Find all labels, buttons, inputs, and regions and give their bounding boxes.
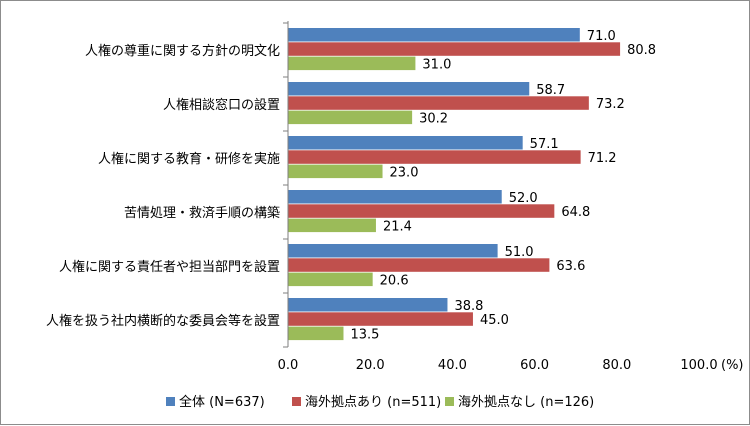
data-label-2-2: 23.0 — [390, 165, 419, 180]
bar-2-1 — [288, 110, 413, 125]
bar-0-5 — [288, 298, 448, 312]
legend-swatch-1 — [292, 397, 301, 406]
data-label-0-4: 51.0 — [505, 245, 534, 260]
legend-swatch-2 — [445, 397, 454, 406]
category-label-2: 人権に関する教育・研修を実施 — [98, 151, 280, 167]
bar-2-2 — [288, 164, 383, 179]
category-label-4: 人権に関する責任者や担当部門を設置 — [59, 259, 280, 275]
data-label-1-5: 45.0 — [480, 313, 509, 328]
data-label-1-2: 71.2 — [588, 151, 617, 166]
category-labels-layer: 人権の尊重に関する方針の明文化人権相談窓口の設置人権に関する教育・研修を実施苦情… — [46, 43, 280, 329]
data-label-2-4: 20.6 — [380, 273, 409, 288]
x-tick-label-4: 80.0 — [602, 358, 631, 373]
legend-label-0: 全体 (N=637) — [179, 394, 265, 410]
legend: 全体 (N=637) 海外拠点あり (n=511) 海外拠点なし (n=126) — [166, 394, 594, 410]
data-label-0-0: 71.0 — [587, 29, 616, 44]
bar-2-5 — [288, 326, 344, 341]
x-unit-label: (%) — [721, 358, 744, 373]
data-label-2-0: 31.0 — [422, 57, 451, 72]
category-label-5: 人権を扱う社内横断的な委員会等を設置 — [46, 313, 280, 329]
category-label-3: 苦情処理・救済手順の構築 — [124, 205, 280, 221]
bar-1-2 — [288, 150, 581, 164]
data-label-0-1: 58.7 — [536, 83, 565, 98]
data-label-1-1: 73.2 — [596, 97, 625, 112]
data-label-1-4: 63.6 — [556, 259, 585, 274]
data-labels-layer: 71.0 80.8 31.0 58.7 73.2 30.2 57.1 71.2 23.0 52.0… — [350, 29, 656, 343]
bar-1-4 — [288, 258, 550, 272]
bar-0-4 — [288, 244, 498, 258]
bar-2-3 — [288, 218, 376, 233]
data-label-0-5: 38.8 — [454, 299, 483, 314]
x-tick-label-2: 40.0 — [438, 358, 467, 373]
data-label-1-3: 64.8 — [561, 205, 590, 220]
data-label-0-3: 52.0 — [509, 191, 538, 206]
bars-layer — [288, 28, 621, 341]
legend-label-2: 海外拠点なし (n=126) — [458, 395, 594, 410]
bar-1-1 — [288, 96, 589, 110]
bar-1-0 — [288, 42, 621, 56]
bar-0-0 — [288, 28, 580, 42]
x-tick-label-1: 20.0 — [356, 358, 385, 373]
data-label-2-5: 13.5 — [350, 327, 379, 342]
bar-1-3 — [288, 204, 555, 218]
bar-2-0 — [288, 56, 416, 71]
data-label-1-0: 80.8 — [627, 43, 656, 58]
x-tick-label-0: 0.0 — [278, 358, 299, 373]
x-tick-label-3: 60.0 — [520, 358, 549, 373]
x-tick-labels-layer: 0.0 20.0 40.0 60.0 80.0 100.0 (%) — [278, 358, 744, 373]
axes-layer — [283, 21, 289, 348]
category-label-1: 人権相談窓口の設置 — [163, 97, 280, 113]
bar-0-3 — [288, 190, 502, 204]
x-tick-label-5: 100.0 — [680, 358, 717, 373]
bar-2-4 — [288, 272, 373, 287]
bar-0-1 — [288, 82, 530, 96]
bar-1-5 — [288, 312, 473, 326]
legend-label-1: 海外拠点あり (n=511) — [305, 395, 441, 410]
data-label-2-3: 21.4 — [383, 219, 412, 234]
data-label-2-1: 30.2 — [419, 111, 448, 126]
category-label-0: 人権の尊重に関する方針の明文化 — [85, 43, 280, 59]
bar-0-2 — [288, 136, 523, 150]
legend-swatch-0 — [166, 397, 175, 406]
data-label-0-2: 57.1 — [530, 137, 559, 152]
